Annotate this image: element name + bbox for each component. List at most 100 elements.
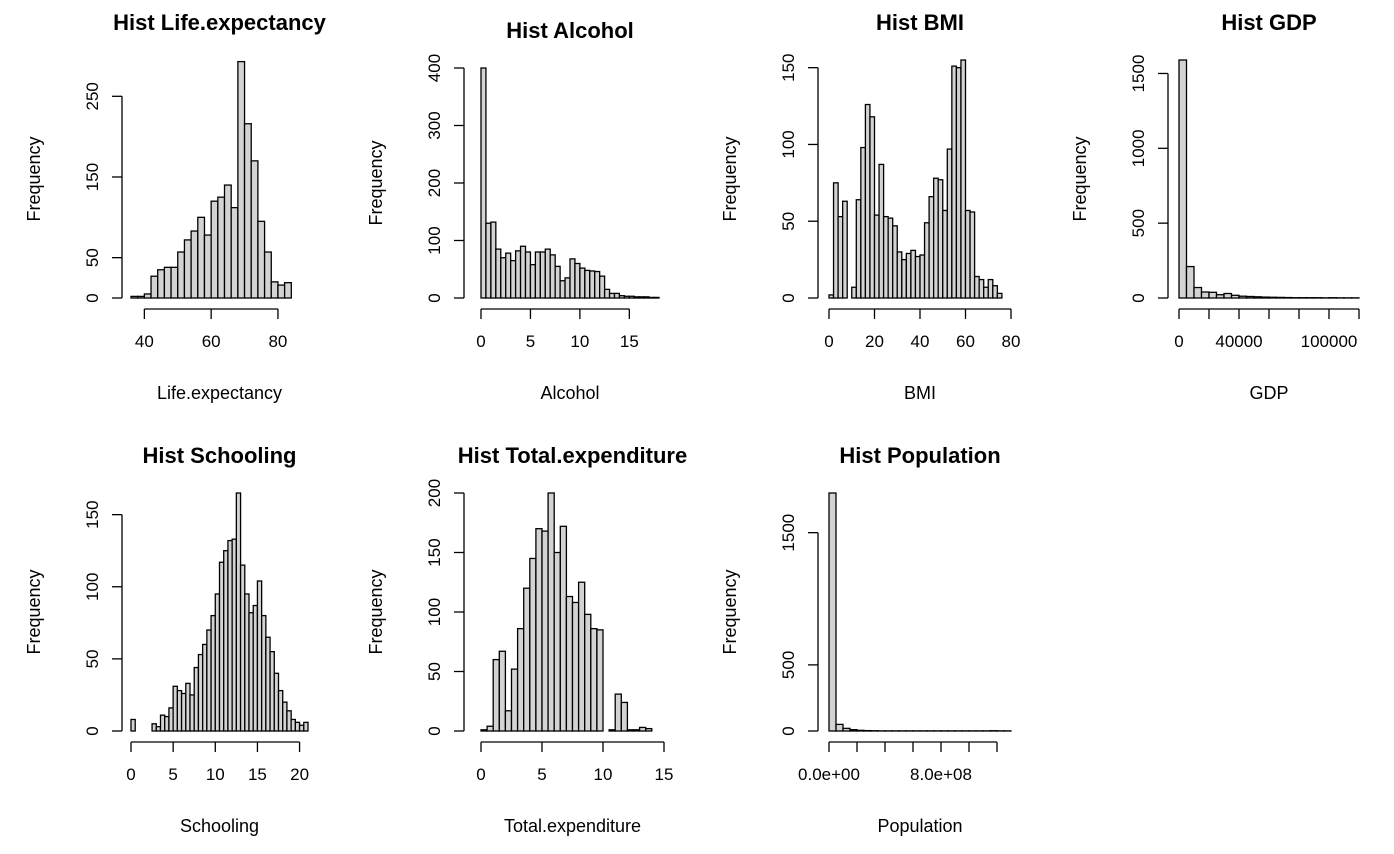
histogram-panel: Hist BMI 0 20 40 60 80 0 50 100 150 BMI Frequency: [720, 10, 1020, 403]
histogram-panel: Hist Alcohol 0 5 10 15 0 100 200 300 400 Alcohol Fr…: [366, 18, 660, 403]
histogram-bar: [480, 729, 488, 732]
histogram-bar: [485, 222, 492, 299]
x-axis-label: Population: [877, 816, 962, 836]
x-tick-label: 40: [911, 332, 930, 351]
histogram-bar: [946, 148, 953, 299]
x-tick-label: 60: [202, 332, 221, 351]
histogram-bar: [964, 209, 971, 299]
histogram-bar: [559, 525, 568, 732]
chart-title: Hist BMI: [876, 10, 964, 35]
histogram-bar: [529, 263, 537, 299]
y-tick-label: 0: [425, 293, 444, 302]
x-tick-label: 5: [168, 765, 177, 784]
histogram-bar: [892, 225, 898, 299]
histogram-bar: [638, 296, 645, 299]
histogram-bar: [837, 215, 844, 299]
histogram-bar: [983, 286, 989, 299]
histogram-bar: [973, 275, 980, 299]
histogram-bar: [860, 146, 867, 299]
x-tick-label: 10: [570, 332, 589, 351]
x-tick-label: 80: [268, 332, 287, 351]
histogram-bar: [969, 211, 976, 299]
histogram-bar: [157, 269, 166, 299]
histogram-bar: [183, 239, 192, 299]
histogram-bar: [942, 209, 948, 299]
histogram-bar: [842, 727, 851, 732]
histogram-bar: [978, 278, 985, 299]
chart-title: Hist Life.expectancy: [113, 10, 327, 35]
y-tick-label: 0: [83, 726, 102, 735]
histogram-bar: [177, 251, 186, 299]
y-tick-label: 50: [425, 662, 444, 681]
x-tick-label: 80: [1002, 332, 1021, 351]
histogram-bar: [514, 250, 522, 299]
x-axis-label: Life.expectancy: [157, 383, 282, 403]
histogram-bar: [645, 727, 653, 732]
histogram-bar: [864, 103, 871, 299]
histogram-bar: [901, 258, 907, 299]
histogram-bar: [210, 200, 219, 299]
histogram-panel: Hist Life.expectancy 40 60 80 0 50 150 250 Life.…: [24, 10, 327, 403]
y-tick-label: 300: [425, 111, 444, 139]
histogram-bar: [1215, 294, 1225, 299]
histogram-bar: [596, 629, 604, 732]
x-tick-label: 100000: [1301, 332, 1358, 351]
histogram-bar: [553, 551, 561, 732]
histogram-bar: [851, 286, 857, 299]
histogram-bar: [547, 492, 555, 732]
histogram-bar: [648, 296, 655, 299]
histogram-bar: [565, 595, 574, 732]
histogram-bar: [539, 251, 546, 299]
histogram-bar: [523, 587, 531, 732]
x-axis-label: BMI: [904, 383, 936, 403]
histogram-bar: [855, 199, 862, 299]
histogram-bar: [516, 628, 525, 732]
y-tick-label: 400: [425, 54, 444, 82]
histogram-bar: [1185, 265, 1195, 299]
histogram-bar: [549, 254, 556, 299]
histogram-bar: [933, 177, 939, 299]
histogram-bar: [638, 726, 647, 732]
y-axis-label: Frequency: [720, 136, 740, 221]
histogram-bar: [505, 252, 512, 299]
y-tick-label: 150: [83, 163, 102, 191]
histogram-bar: [257, 220, 266, 299]
histogram-bar: [835, 723, 844, 732]
histogram-bar: [1200, 291, 1210, 299]
histogram-bar: [486, 725, 494, 732]
y-tick-label: 0: [83, 293, 102, 302]
y-tick-label: 100: [425, 598, 444, 626]
histogram-bar: [524, 251, 532, 299]
histogram-bar: [480, 67, 487, 299]
y-axis-label: Frequency: [366, 569, 386, 654]
histogram-bar: [608, 292, 616, 299]
histogram-bar: [856, 729, 865, 732]
histogram-bar: [584, 269, 591, 299]
x-tick-label: 15: [248, 765, 267, 784]
x-tick-label: 0: [824, 332, 833, 351]
histogram-bar: [590, 628, 598, 732]
histogram-bar: [564, 277, 571, 299]
histogram-panel: Hist GDP 0 40000 100000 0 500 1000 1500 GDP Frequ…: [1070, 10, 1360, 403]
x-tick-label: 10: [206, 765, 225, 784]
histogram-bar: [243, 123, 252, 299]
y-tick-label: 1500: [779, 514, 798, 552]
histogram-bar: [554, 265, 561, 299]
x-tick-label: 20: [865, 332, 884, 351]
y-axis-label: Frequency: [24, 136, 44, 221]
histogram-bar: [250, 160, 259, 299]
x-tick-label: 60: [956, 332, 975, 351]
histogram-bar: [217, 196, 226, 299]
histogram-bar: [632, 729, 641, 732]
y-tick-label: 0: [1129, 293, 1148, 302]
histogram-bar: [628, 295, 635, 299]
histogram-bar: [849, 729, 858, 732]
histogram-bar: [1253, 296, 1263, 299]
histogram-bar: [614, 693, 622, 732]
histogram-bar: [1208, 291, 1218, 299]
histogram-bar: [237, 60, 246, 299]
histogram-bar: [277, 284, 286, 299]
chart-title: Hist Alcohol: [506, 18, 634, 43]
